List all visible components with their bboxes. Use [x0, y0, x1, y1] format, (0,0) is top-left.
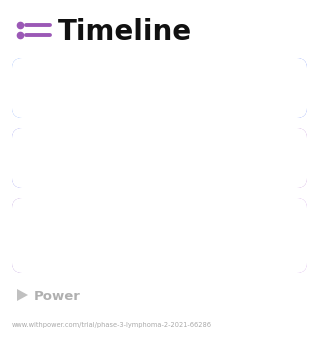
- FancyBboxPatch shape: [12, 58, 307, 118]
- FancyBboxPatch shape: [12, 198, 307, 273]
- Text: Screening ~: Screening ~: [30, 81, 120, 95]
- Text: Varies: Varies: [244, 151, 289, 166]
- Text: www.withpower.com/trial/phase-3-lymphoma-2-2021-66286: www.withpower.com/trial/phase-3-lymphoma…: [12, 322, 212, 328]
- Text: 3 weeks: 3 weeks: [229, 81, 289, 95]
- Text: Follow: Follow: [30, 217, 76, 232]
- Text: Power: Power: [34, 289, 81, 303]
- Polygon shape: [17, 289, 28, 301]
- Text: Treatment ~: Treatment ~: [30, 151, 122, 166]
- FancyBboxPatch shape: [12, 128, 307, 188]
- Text: baseline to end of study: baseline to end of study: [102, 217, 279, 232]
- Text: ups ~: ups ~: [30, 242, 73, 256]
- Text: Timeline: Timeline: [58, 18, 192, 46]
- Text: (up to 2 years): (up to 2 years): [102, 242, 210, 256]
